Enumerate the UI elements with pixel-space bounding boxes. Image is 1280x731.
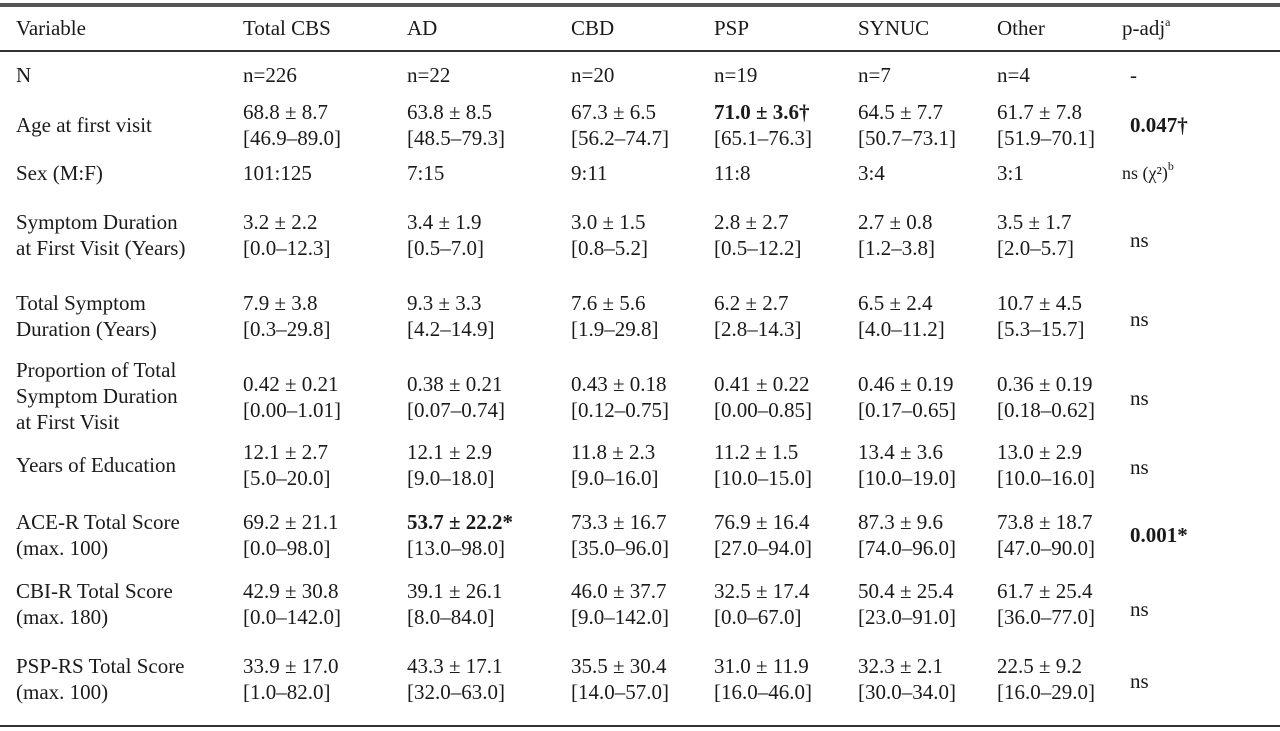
- table-cell: 43.3 ± 17.1 [32.0–63.0]: [407, 654, 505, 704]
- table-cell: 3:4: [858, 161, 885, 185]
- table-top-rule: [0, 3, 1280, 7]
- table-cell: 6.5 ± 2.4 [4.0–11.2]: [858, 291, 945, 341]
- row-label: Age at first visit: [16, 113, 152, 137]
- table-cell: 7.9 ± 3.8 [0.3–29.8]: [243, 291, 331, 341]
- table-cell: 9.3 ± 3.3 [4.2–14.9]: [407, 291, 495, 341]
- row-label: ACE-R Total Score (max. 100): [16, 510, 180, 560]
- p-value: ns: [1130, 386, 1149, 410]
- header-total-cbs: Total CBS: [243, 16, 331, 40]
- table-cell: n=7: [858, 63, 891, 87]
- table-cell: 87.3 ± 9.6 [74.0–96.0]: [858, 510, 956, 560]
- row-label: Years of Education: [16, 453, 177, 477]
- footnote-marker: b: [1167, 159, 1174, 173]
- p-value: ns: [1130, 597, 1149, 621]
- table-cell: 22.5 ± 9.2 [16.0–29.0]: [997, 654, 1095, 704]
- table-cell: 61.7 ± 25.4 [36.0–77.0]: [997, 579, 1095, 629]
- table-cell: 71.0 ± 3.6† [65.1–76.3]: [714, 100, 812, 150]
- footnote-marker: a: [1165, 15, 1171, 29]
- table-cell: 6.2 ± 2.7 [2.8–14.3]: [714, 291, 802, 341]
- p-value: ns: [1130, 669, 1149, 693]
- table-cell: 3.4 ± 1.9 [0.5–7.0]: [407, 210, 484, 260]
- table-cell: 68.8 ± 8.7 [46.9–89.0]: [243, 100, 341, 150]
- row-label: N: [16, 63, 32, 87]
- table-cell: 13.0 ± 2.9 [10.0–16.0]: [997, 440, 1095, 490]
- table-cell: 67.3 ± 6.5 [56.2–74.7]: [571, 100, 669, 150]
- table-cell: 3.2 ± 2.2 [0.0–12.3]: [243, 210, 331, 260]
- table-cell: 33.9 ± 17.0 [1.0–82.0]: [243, 654, 339, 704]
- table-cell: 50.4 ± 25.4 [23.0–91.0]: [858, 579, 956, 629]
- table-cell: 11.2 ± 1.5 [10.0–15.0]: [714, 440, 812, 490]
- p-value: -: [1130, 63, 1137, 87]
- table-cell: n=19: [714, 63, 758, 87]
- table-cell: 73.3 ± 16.7 [35.0–96.0]: [571, 510, 669, 560]
- row-label: Total Symptom Duration (Years): [16, 291, 157, 341]
- row-label: PSP-RS Total Score (max. 100): [16, 654, 185, 704]
- table-cell: 9:11: [571, 161, 608, 185]
- table-cell: 7.6 ± 5.6 [1.9–29.8]: [571, 291, 659, 341]
- row-label: Proportion of Total Symptom Duration at Fi…: [16, 358, 178, 434]
- row-label: Sex (M:F): [16, 161, 103, 185]
- table-cell: 2.7 ± 0.8 [1.2–3.8]: [858, 210, 935, 260]
- table-cell: 101:125: [243, 161, 312, 185]
- table-cell: 11.8 ± 2.3 [9.0–16.0]: [571, 440, 659, 490]
- p-value: ns: [1130, 228, 1149, 252]
- table-cell: 53.7 ± 22.2* [13.0–98.0]: [407, 510, 514, 560]
- p-value: ns: [1130, 455, 1149, 479]
- p-value: ns: [1130, 307, 1149, 331]
- table-cell: 0.41 ± 0.22 [0.00–0.85]: [714, 372, 812, 422]
- table-cell: 64.5 ± 7.7 [50.7–73.1]: [858, 100, 956, 150]
- table-cell: 13.4 ± 3.6 [10.0–19.0]: [858, 440, 956, 490]
- table-cell: 0.43 ± 0.18 [0.12–0.75]: [571, 372, 669, 422]
- table-header-rule: [0, 50, 1280, 52]
- header-variable: Variable: [16, 16, 86, 40]
- row-label: CBI-R Total Score (max. 180): [16, 579, 173, 629]
- table-cell: 69.2 ± 21.1 [0.0–98.0]: [243, 510, 339, 560]
- table-cell: 61.7 ± 7.8 [51.9–70.1]: [997, 100, 1095, 150]
- table-cell: 39.1 ± 26.1 [8.0–84.0]: [407, 579, 503, 629]
- table-cell: 35.5 ± 30.4 [14.0–57.0]: [571, 654, 669, 704]
- header-psp: PSP: [714, 16, 750, 40]
- table-cell: n=4: [997, 63, 1030, 87]
- header-cbd: CBD: [571, 16, 615, 40]
- table-cell: 73.8 ± 18.7 [47.0–90.0]: [997, 510, 1095, 560]
- header-p-adj: p-adja: [1122, 15, 1171, 40]
- header-other: Other: [997, 16, 1045, 40]
- table-cell: 0.38 ± 0.21 [0.07–0.74]: [407, 372, 505, 422]
- table-cell: 3.0 ± 1.5 [0.8–5.2]: [571, 210, 648, 260]
- table-cell: 32.3 ± 2.1 [30.0–34.0]: [858, 654, 956, 704]
- table-cell: 46.0 ± 37.7 [9.0–142.0]: [571, 579, 669, 629]
- table-cell: 3:1: [997, 161, 1024, 185]
- row-label: Symptom Duration at First Visit (Years): [16, 210, 186, 260]
- table-bottom-rule: [0, 725, 1280, 727]
- table-cell: 31.0 ± 11.9 [16.0–46.0]: [714, 654, 812, 704]
- p-value: 0.047†: [1130, 113, 1188, 137]
- p-value: 0.001*: [1130, 523, 1188, 547]
- table-cell: 3.5 ± 1.7 [2.0–5.7]: [997, 210, 1074, 260]
- table-cell: 2.8 ± 2.7 [0.5–12.2]: [714, 210, 802, 260]
- table-cell: 42.9 ± 30.8 [0.0–142.0]: [243, 579, 341, 629]
- header-synuc: SYNUC: [858, 16, 930, 40]
- header-ad: AD: [407, 16, 438, 40]
- table-cell: 12.1 ± 2.7 [5.0–20.0]: [243, 440, 331, 490]
- p-value: ns (χ²)b: [1122, 159, 1174, 183]
- table-cell: 32.5 ± 17.4 [0.0–67.0]: [714, 579, 810, 629]
- table-cell: 0.42 ± 0.21 [0.00–1.01]: [243, 372, 341, 422]
- table-cell: 10.7 ± 4.5 [5.3–15.7]: [997, 291, 1085, 341]
- table-cell: n=20: [571, 63, 615, 87]
- table-cell: 12.1 ± 2.9 [9.0–18.0]: [407, 440, 495, 490]
- table-cell: 7:15: [407, 161, 445, 185]
- table-cell: n=22: [407, 63, 451, 87]
- table-cell: 76.9 ± 16.4 [27.0–94.0]: [714, 510, 812, 560]
- table-cell: n=226: [243, 63, 297, 87]
- table-cell: 11:8: [714, 161, 751, 185]
- table-cell: 0.46 ± 0.19 [0.17–0.65]: [858, 372, 956, 422]
- table-cell: 0.36 ± 0.19 [0.18–0.62]: [997, 372, 1095, 422]
- table-cell: 63.8 ± 8.5 [48.5–79.3]: [407, 100, 505, 150]
